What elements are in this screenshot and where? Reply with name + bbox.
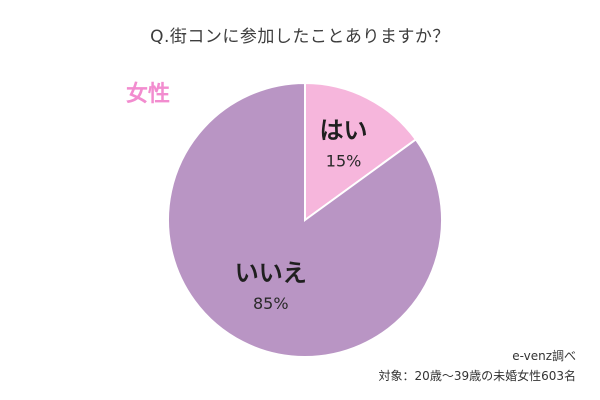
pie-slice-label-0: はい — [320, 116, 368, 144]
pie-slice-value-0: 15% — [326, 151, 362, 170]
pie-slice-value-1: 85% — [253, 294, 289, 313]
segment-label: 女性 — [126, 82, 171, 107]
pie-slice-0 — [304, 81, 418, 222]
survey-target-note: 対象：20歳〜39歳の未婚女性603名 — [378, 369, 576, 383]
pie-slice-1 — [167, 81, 443, 358]
chart-title: Q.街コンに参加したことありますか？ — [150, 27, 450, 47]
pie-slice-label-1: いいえ — [235, 259, 307, 287]
source-note: e-venz調べ — [512, 349, 576, 363]
